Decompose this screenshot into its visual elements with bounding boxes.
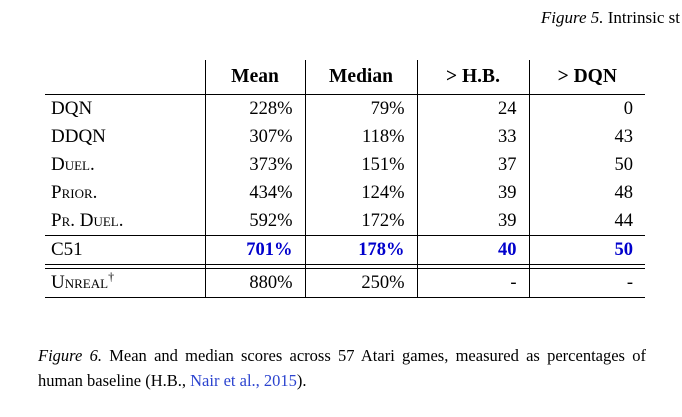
figure6-text-after: ).	[296, 370, 307, 390]
hb-value: 24	[416, 94, 529, 123]
mean-value: 228%	[204, 94, 305, 123]
median-value: 79%	[304, 94, 417, 123]
mean-value: 880%	[204, 268, 305, 298]
dagger-superscript: †	[108, 269, 115, 284]
mean-value: 373%	[204, 151, 305, 179]
results-table: Mean Median > H.B. > DQN DQN 228% 79% 24…	[45, 60, 645, 298]
table-row-ddqn: DDQN 307% 118% 33 43	[45, 123, 645, 151]
table-row-c51: C51 701% 178% 40 50	[45, 235, 645, 265]
header-gt-hb: > H.B.	[416, 60, 529, 95]
hb-value: -	[416, 268, 529, 298]
mean-value: 701%	[204, 235, 305, 265]
dqn-value: 0	[528, 94, 645, 123]
dqn-value: 50	[528, 235, 645, 265]
header-mean: Mean	[204, 60, 305, 95]
header-empty	[45, 60, 205, 95]
dqn-value: 50	[528, 151, 645, 179]
header-median: Median	[304, 60, 417, 95]
row-label: Unreal†	[45, 268, 205, 298]
citation-link[interactable]: Nair et al., 2015	[190, 370, 297, 390]
table-row-unreal: Unreal† 880% 250% - -	[45, 268, 645, 298]
hb-value: 39	[416, 179, 529, 207]
dqn-value: -	[528, 268, 645, 298]
hb-value: 37	[416, 151, 529, 179]
table-row-dqn: DQN 228% 79% 24 0	[45, 94, 645, 123]
table-row-pr-duel: Pr. Duel. 592% 172% 39 44	[45, 207, 645, 236]
median-value: 151%	[304, 151, 417, 179]
median-value: 178%	[304, 235, 417, 265]
row-label: C51	[45, 235, 205, 265]
median-value: 124%	[304, 179, 417, 207]
figure5-label: Figure 5.	[540, 8, 604, 27]
figure6-text-before: Mean and median scores across 57 Atari g…	[38, 346, 646, 390]
dqn-value: 48	[528, 179, 645, 207]
row-label: DDQN	[51, 126, 106, 147]
row-label: Duel.	[51, 154, 95, 175]
header-row: Mean Median > H.B. > DQN	[45, 60, 645, 95]
row-label: DQN	[51, 98, 93, 119]
figure6-caption: Figure 6. Mean and median scores across …	[38, 344, 646, 394]
hb-value: 40	[416, 235, 529, 265]
median-value: 172%	[304, 207, 417, 236]
mean-value: 592%	[204, 207, 305, 236]
row-label: Prior.	[51, 182, 98, 203]
table-row-duel: Duel. 373% 151% 37 50	[45, 151, 645, 179]
dqn-value: 43	[528, 123, 645, 151]
median-value: 118%	[304, 123, 417, 151]
table-row-prior: Prior. 434% 124% 39 48	[45, 179, 645, 207]
figure6-label: Figure 6.	[38, 346, 102, 365]
dqn-value: 44	[528, 207, 645, 236]
mean-value: 434%	[204, 179, 305, 207]
mean-value: 307%	[204, 123, 305, 151]
double-rule-spacer	[45, 264, 645, 269]
hb-value: 33	[416, 123, 529, 151]
header-gt-dqn: > DQN	[528, 60, 645, 95]
row-label: Pr. Duel.	[51, 210, 124, 231]
median-value: 250%	[304, 268, 417, 298]
hb-value: 39	[416, 207, 529, 236]
figure5-text: Intrinsic st	[603, 8, 680, 27]
figure5-caption: Figure 5. Intrinsic st	[541, 8, 680, 28]
row-label-text: Unreal	[51, 272, 109, 293]
